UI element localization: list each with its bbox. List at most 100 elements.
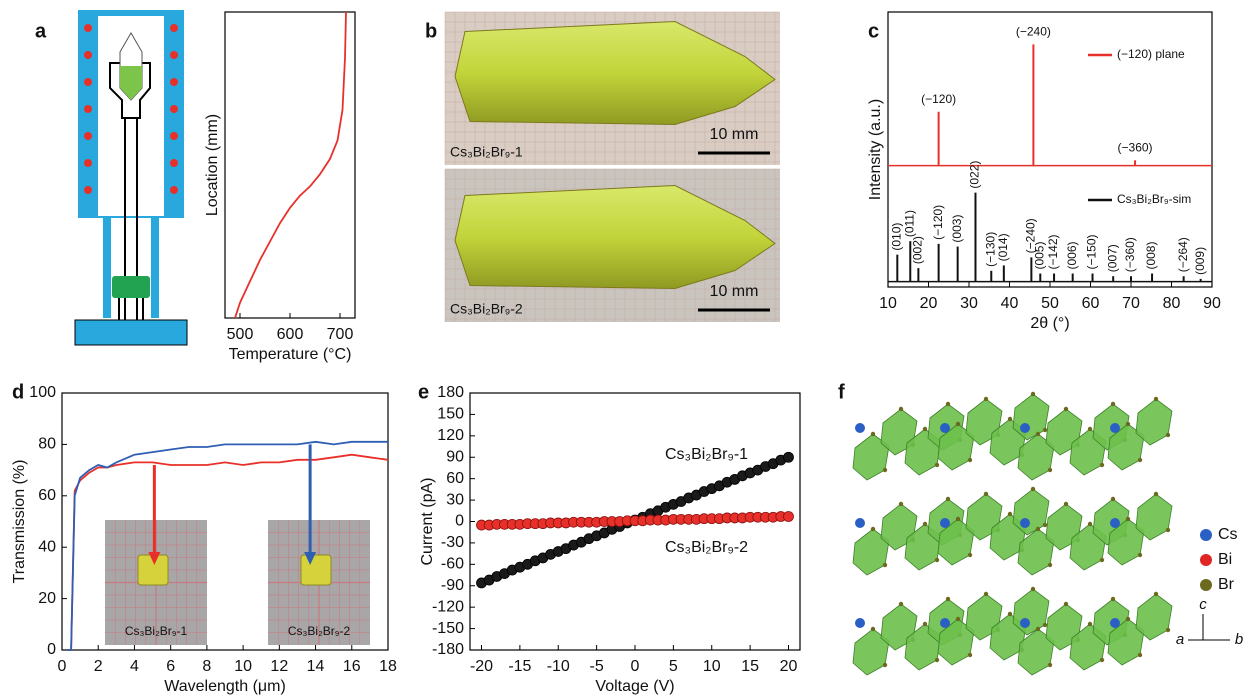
br-atom (1048, 663, 1052, 667)
br-atom (1031, 392, 1035, 396)
br-atom (871, 527, 875, 531)
br-atom (935, 658, 939, 662)
legend-marker (1200, 579, 1212, 591)
br-atom (1036, 432, 1040, 436)
panel-letter: c (868, 20, 879, 42)
legend-label: Br (1218, 576, 1235, 593)
x-axis-label: Temperature (°C) (229, 346, 352, 363)
br-atom (871, 432, 875, 436)
peak-label: (006) (1065, 242, 1079, 270)
y-axis-label: Transmission (%) (11, 460, 28, 584)
cs-atom (940, 618, 950, 628)
axis-name: c (1199, 596, 1207, 613)
br-atom (1154, 397, 1158, 401)
peak-label: (007) (1105, 244, 1119, 272)
support-inner (111, 218, 151, 318)
crystal-structure (853, 392, 1172, 675)
br-atom (1111, 402, 1115, 406)
cs-atom (1110, 423, 1120, 433)
br-atom (923, 622, 927, 626)
panel-letter: d (12, 381, 24, 403)
y-tick-label: 0 (455, 513, 464, 530)
br-atom (1048, 468, 1052, 472)
y-tick-label: -120 (432, 598, 464, 615)
br-atom (1154, 592, 1158, 596)
seed-holder (112, 276, 150, 298)
br-atom (1100, 558, 1104, 562)
cs-atom (1020, 618, 1030, 628)
br-atom (1048, 563, 1052, 567)
x-axis-label: 2θ (°) (1030, 315, 1069, 332)
y-axis-label: Current (pA) (419, 477, 436, 565)
octahedron (1136, 594, 1172, 640)
br-atom (1126, 517, 1130, 521)
br-atom (1031, 587, 1035, 591)
br-atom (1064, 502, 1068, 506)
panel-letter: f (838, 381, 845, 403)
cs-atom (855, 423, 865, 433)
x-tick-label: 500 (227, 326, 254, 343)
peak-label: (−142) (1046, 234, 1060, 269)
br-atom (1088, 622, 1092, 626)
br-atom (1036, 627, 1040, 631)
br-atom (1100, 463, 1104, 467)
data-point (783, 512, 793, 522)
x-tick-label: 18 (379, 658, 397, 675)
photo-label: Cs₃Bi₂Br₉-2 (450, 301, 523, 317)
x-tick-label: 8 (202, 658, 211, 675)
legend-label: (−120) plane (1117, 47, 1185, 61)
peak-label: (−360) (1118, 140, 1153, 154)
peak-label: (011) (902, 210, 916, 237)
br-atom (1008, 612, 1012, 616)
data-line (235, 12, 346, 318)
br-atom (899, 502, 903, 506)
y-tick-label: 30 (446, 491, 464, 508)
x-tick-label: -15 (508, 658, 531, 675)
x-tick-label: 10 (879, 295, 897, 312)
inset-photo: Cs₃Bi₂Br₉-2 (268, 520, 370, 645)
inset-crystal (301, 555, 331, 585)
data-point (783, 452, 793, 462)
series-label: Cs₃Bi₂Br₉-2 (665, 539, 748, 556)
x-tick-label: 20 (780, 658, 798, 675)
br-atom (968, 458, 972, 462)
y-tick-label: 90 (446, 448, 464, 465)
legend-label: Bi (1218, 551, 1232, 568)
y-tick-label: 20 (38, 590, 56, 607)
br-atom (946, 402, 950, 406)
axis-name: b (1235, 631, 1243, 648)
peak-label: (−150) (1085, 234, 1099, 269)
br-atom (1138, 653, 1142, 657)
x-tick-label: 80 (1163, 295, 1181, 312)
br-atom (968, 653, 972, 657)
br-atom (1064, 602, 1068, 606)
y-tick-label: -180 (432, 641, 464, 658)
x-tick-label: 6 (166, 658, 175, 675)
x-tick-label: 600 (277, 326, 304, 343)
y-tick-label: 60 (38, 487, 56, 504)
br-atom (1138, 458, 1142, 462)
panel-letter: e (418, 381, 429, 403)
x-tick-label: 14 (307, 658, 325, 675)
y-axis-label: Location (mm) (204, 114, 221, 216)
br-atom (1088, 427, 1092, 431)
legend-marker (1200, 554, 1212, 566)
x-tick-label: 700 (327, 326, 354, 343)
cs-atom (855, 618, 865, 628)
peak-label: (−120) (931, 205, 945, 240)
br-atom (1126, 422, 1130, 426)
x-tick-label: 40 (1001, 295, 1019, 312)
br-atom (1166, 628, 1170, 632)
x-tick-label: 60 (1082, 295, 1100, 312)
inset-label: Cs₃Bi₂Br₉-2 (288, 624, 351, 638)
br-atom (946, 597, 950, 601)
br-atom (871, 627, 875, 631)
y-tick-label: -90 (441, 577, 464, 594)
br-atom (883, 663, 887, 667)
peak-label: (−264) (1176, 237, 1190, 272)
br-atom (1111, 497, 1115, 501)
x-axis-label: Voltage (V) (595, 678, 674, 695)
br-atom (1126, 617, 1130, 621)
y-tick-label: -30 (441, 534, 464, 551)
panel-letter: a (35, 20, 47, 42)
